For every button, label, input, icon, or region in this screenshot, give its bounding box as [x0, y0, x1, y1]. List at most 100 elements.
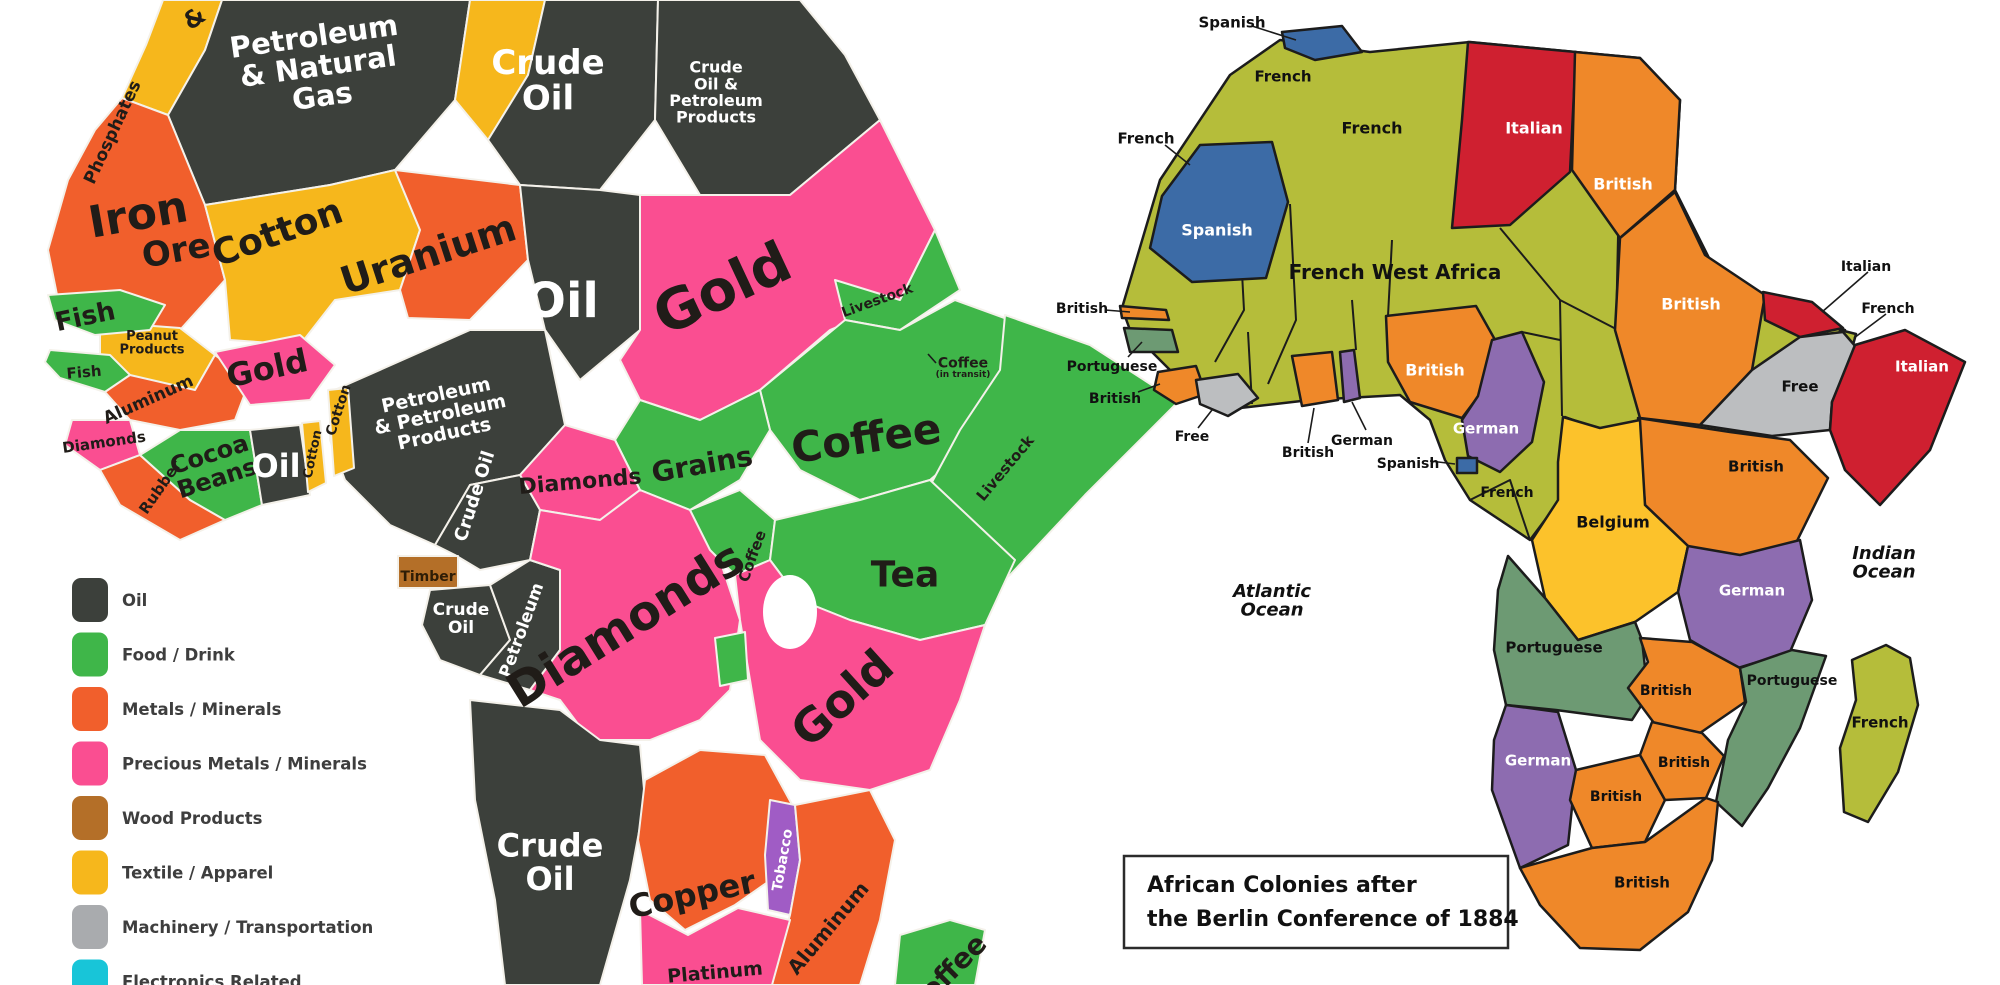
ocean-labels: Atlantic Ocean Indian Ocean [1231, 543, 1916, 621]
map-label: Italian [1895, 357, 1949, 375]
mozambique-portuguese [1714, 648, 1828, 828]
burkina-faso [214, 334, 336, 406]
map-label: Oil [251, 447, 300, 485]
legend-swatch [72, 796, 108, 840]
map-label: Italian [1505, 119, 1563, 138]
caption-box: African Colonies after the Berlin Confer… [1122, 854, 1519, 950]
cameroon [434, 474, 541, 571]
egypt-british [1570, 50, 1682, 240]
gambia-british [1118, 304, 1171, 322]
legend-swatch [72, 905, 108, 949]
map-label: British [1590, 789, 1642, 805]
map-label: Belgium [1576, 513, 1650, 532]
map-label: British [1593, 175, 1653, 194]
ghana [249, 424, 311, 506]
map-label: Free [1781, 377, 1818, 395]
angola-portuguese [1492, 554, 1650, 722]
legend-label: Metals / Minerals [122, 700, 282, 719]
legend-label: Precious Metals / Minerals [122, 755, 367, 774]
map-label: Crude Oil [433, 600, 490, 638]
cameroon-german [1460, 330, 1546, 474]
map-label: French [1861, 301, 1914, 317]
map-label: German [1331, 433, 1393, 449]
map-label: Atlantic Ocean [1231, 581, 1311, 621]
map-label: German [1505, 751, 1571, 769]
map-label: British [1282, 445, 1334, 461]
togo [301, 420, 327, 493]
map-label: British [1658, 755, 1710, 771]
legend-label: Food / Drink [122, 646, 236, 665]
map-label: British [1405, 361, 1465, 380]
colonies-map: Spanish French French Spanish French Italian B… [1056, 13, 1967, 952]
drc [529, 489, 741, 741]
caption-line1: African Colonies after [1147, 873, 1417, 898]
map-label: Portuguese [1067, 359, 1158, 375]
madagascar-french [1838, 643, 1920, 824]
eritrea-italian [1761, 290, 1845, 339]
map-label: French [1480, 485, 1533, 501]
map-label: British [1089, 391, 1141, 407]
portuguese-guinea [1122, 326, 1180, 354]
legend-label: Electronics Related [122, 973, 302, 985]
export-map-legend: Oil Food / Drink Metals / Minerals Precious… [72, 578, 373, 985]
legend-swatch [72, 687, 108, 731]
map-label: British [1614, 873, 1670, 891]
chad [519, 184, 641, 381]
map-label: French [1342, 119, 1403, 138]
map-label: Italian [1841, 259, 1891, 275]
map-label: Coffee (in transit) [936, 356, 991, 380]
lake-victoria [763, 575, 817, 649]
map-label: Spanish [1377, 456, 1440, 472]
togo-german [1338, 348, 1362, 404]
legend-label: Machinery / Transportation [122, 918, 373, 937]
map-label: Indian Ocean [1852, 543, 1916, 583]
mozambique [769, 789, 896, 985]
map-label: British [1640, 683, 1692, 699]
spanish-guinea [1455, 456, 1479, 475]
senegal [47, 289, 166, 336]
sw-africa-german [1490, 703, 1578, 870]
coffee-in-transit-leader [927, 353, 937, 364]
angola [469, 699, 646, 985]
liberia-free [1194, 372, 1260, 418]
legend-swatch [72, 959, 108, 985]
map-label: French [1851, 713, 1908, 731]
map-label: Tea [871, 555, 939, 596]
madagascar [894, 919, 986, 985]
sierra-leone-british [1152, 364, 1208, 406]
zambia [637, 749, 796, 931]
map-label: Crude Oil [491, 43, 604, 118]
map-label: Crude Oil & Petroleum Products [669, 58, 763, 127]
map-label: French West Africa [1289, 260, 1502, 284]
map-label: Timber [400, 569, 455, 585]
benin [327, 387, 355, 477]
rio-de-oro [1148, 140, 1290, 284]
map-label: British [1056, 301, 1108, 317]
colonies-map-labels: Spanish French French Spanish French Italian B… [1056, 13, 1949, 891]
map-label: French [1117, 129, 1174, 147]
legend-label: Textile / Apparel [122, 864, 273, 883]
legend-swatch [72, 741, 108, 786]
somalia-italian [1828, 328, 1967, 507]
legend-swatch [72, 632, 108, 677]
caption-frame [1122, 854, 1510, 950]
legend-label: Wood Products [122, 809, 263, 828]
caption-line2: the Berlin Conference of 1884 [1147, 907, 1519, 932]
legend-swatch [72, 578, 108, 622]
rwanda-burundi [714, 631, 749, 687]
map-label: Portuguese [1747, 673, 1838, 689]
map-label: Free [1175, 429, 1210, 445]
map-label: Crude Oil [497, 827, 604, 898]
mali [204, 169, 421, 346]
map-label: Spanish [1181, 221, 1253, 240]
legend-swatch [72, 850, 108, 895]
gold-coast-british [1290, 350, 1340, 408]
south-africa-british [1518, 796, 1720, 952]
map-label: British [1661, 295, 1721, 314]
map-label: French [1254, 67, 1311, 85]
map-label: Spanish [1198, 13, 1265, 31]
map-label: Peanut Products [119, 329, 184, 358]
